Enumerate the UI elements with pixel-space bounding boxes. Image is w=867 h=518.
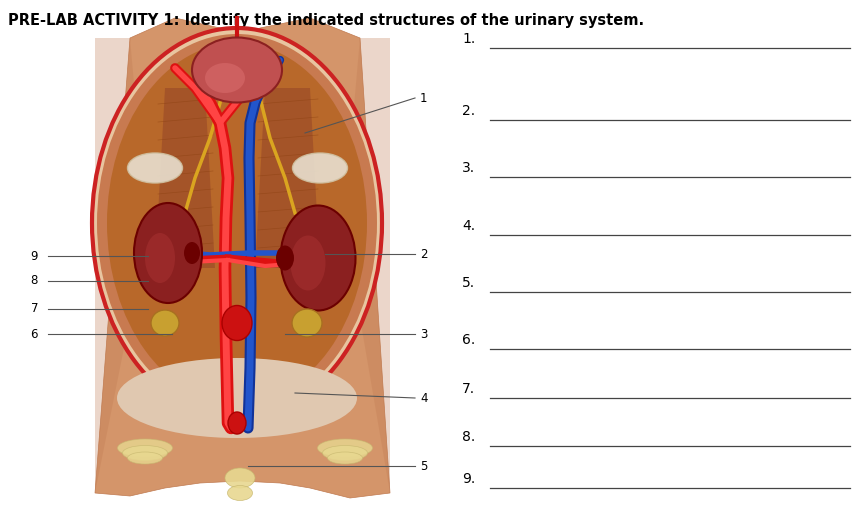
- Polygon shape: [345, 38, 390, 493]
- Text: 7: 7: [30, 303, 38, 315]
- Ellipse shape: [328, 452, 362, 464]
- Ellipse shape: [122, 445, 167, 461]
- Polygon shape: [155, 88, 215, 268]
- Ellipse shape: [192, 37, 282, 103]
- Text: 8.: 8.: [462, 430, 475, 444]
- Text: 8: 8: [30, 275, 38, 287]
- Text: 3: 3: [420, 327, 427, 340]
- Ellipse shape: [228, 412, 246, 434]
- Ellipse shape: [107, 43, 367, 403]
- Ellipse shape: [317, 439, 373, 457]
- Polygon shape: [95, 38, 145, 493]
- Ellipse shape: [281, 206, 355, 310]
- Ellipse shape: [205, 63, 245, 93]
- Text: 4: 4: [420, 392, 427, 405]
- Text: 1.: 1.: [462, 32, 475, 46]
- Text: 5: 5: [420, 459, 427, 472]
- Ellipse shape: [127, 452, 162, 464]
- Ellipse shape: [118, 439, 173, 457]
- Text: PRE-LAB ACTIVITY 1: Identify the indicated structures of the urinary system.: PRE-LAB ACTIVITY 1: Identify the indicat…: [8, 13, 644, 28]
- Ellipse shape: [145, 233, 175, 283]
- Ellipse shape: [227, 485, 252, 500]
- Polygon shape: [95, 18, 390, 498]
- Text: 4.: 4.: [462, 219, 475, 233]
- Text: 9: 9: [30, 250, 38, 263]
- Text: 1: 1: [420, 92, 427, 105]
- Text: 6.: 6.: [462, 333, 475, 347]
- Text: 7.: 7.: [462, 382, 475, 396]
- Ellipse shape: [117, 358, 357, 438]
- Text: 3.: 3.: [462, 161, 475, 175]
- Ellipse shape: [184, 242, 200, 264]
- Ellipse shape: [92, 28, 382, 418]
- Text: 2.: 2.: [462, 104, 475, 118]
- Ellipse shape: [222, 78, 252, 98]
- Polygon shape: [255, 88, 320, 268]
- Text: 2: 2: [420, 248, 427, 261]
- Text: 9.: 9.: [462, 472, 475, 486]
- Text: 6: 6: [30, 327, 38, 340]
- Ellipse shape: [225, 468, 255, 488]
- Ellipse shape: [127, 153, 182, 183]
- Ellipse shape: [276, 246, 294, 270]
- Ellipse shape: [292, 153, 348, 183]
- Ellipse shape: [323, 445, 368, 461]
- Ellipse shape: [290, 236, 325, 291]
- Ellipse shape: [292, 309, 322, 337]
- Ellipse shape: [134, 203, 202, 303]
- Ellipse shape: [222, 306, 252, 340]
- Ellipse shape: [151, 310, 179, 336]
- Text: 5.: 5.: [462, 276, 475, 290]
- Ellipse shape: [97, 34, 377, 412]
